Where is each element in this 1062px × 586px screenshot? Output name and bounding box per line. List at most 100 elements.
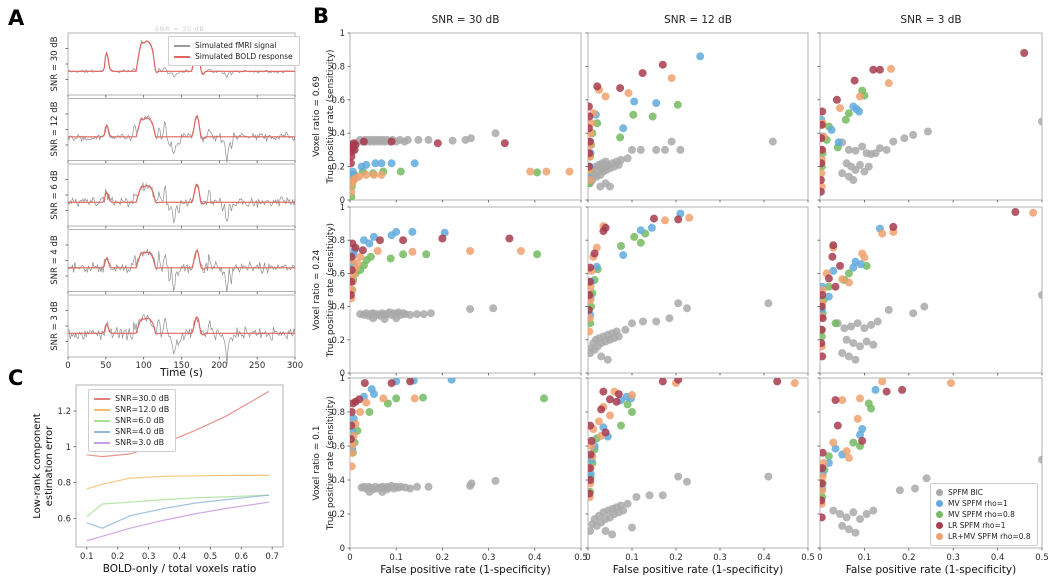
svg-text:0.5: 0.5 <box>801 553 815 563</box>
scatter-series-gray <box>588 299 773 364</box>
panel-a-row-label-snr3: SNR = 3 dB <box>50 301 60 351</box>
panel-c-yaxis-title-line2: estimation error <box>44 425 55 507</box>
panel-c-xaxis-title: BOLD-only / total voxels ratio <box>102 563 257 575</box>
snr12-line-swatch <box>94 408 110 411</box>
scatter-series-darkred <box>820 208 1020 361</box>
legend-item: SNR=6.0 dB <box>94 415 169 426</box>
scatter-series-green <box>350 250 542 294</box>
lr-spfm-rho1-dot-swatch <box>936 522 943 529</box>
scatter-series-gray <box>829 455 1042 537</box>
panel-b-legend: SPFM BIC MV SPFM rho=1 MV SPFM rho=0.8 L… <box>930 483 1038 546</box>
scatter-series-gray <box>357 476 500 496</box>
svg-text:0.2: 0.2 <box>669 553 683 563</box>
svg-text:250: 250 <box>249 361 265 371</box>
c-line-snr-6-0-db <box>86 494 270 518</box>
svg-text:0.6: 0.6 <box>235 552 249 562</box>
svg-text:0: 0 <box>817 553 822 563</box>
panel-a-row-4: 0 50 100 150 200 250 300 <box>65 294 303 371</box>
scatter-panel-r2c1: 0 0.1 0.2 0.3 0.4 0.5 <box>585 377 815 563</box>
svg-text:0.2: 0.2 <box>902 553 916 563</box>
legend-item: SNR=3.0 dB <box>94 437 169 448</box>
svg-text:100: 100 <box>136 361 152 371</box>
svg-text:0: 0 <box>347 553 352 563</box>
scatter-points <box>820 49 1042 196</box>
svg-text:50: 50 <box>100 361 111 371</box>
panel-a-row-label-snr4: SNR = 4 dB <box>50 235 60 285</box>
svg-text:0.4: 0.4 <box>528 553 542 563</box>
svg-text:0.2: 0.2 <box>331 336 345 346</box>
fmri-signal-trace <box>67 314 296 365</box>
svg-text:1: 1 <box>340 374 345 384</box>
panel-b-xaxis-title-col1: False positive rate (1-specificity) <box>380 564 551 576</box>
scatter-series-darkred <box>350 137 509 168</box>
svg-text:0.8: 0.8 <box>331 408 345 418</box>
fmri-signal-trace <box>67 248 296 293</box>
snr30-line-swatch <box>94 397 110 400</box>
svg-text:0.1: 0.1 <box>389 553 403 563</box>
svg-text:0.6: 0.6 <box>331 96 345 106</box>
bold-response-trace <box>68 115 295 140</box>
bold-response-line-swatch <box>174 55 190 58</box>
scatter-panel-r1c1 <box>585 206 809 376</box>
svg-text:0.8: 0.8 <box>331 62 345 72</box>
scatter-points <box>820 208 1042 364</box>
legend-label: SNR=3.0 dB <box>115 438 165 447</box>
scatter-series-darkred <box>588 378 782 498</box>
svg-text:0.4: 0.4 <box>991 553 1005 563</box>
scatter-series-orange <box>350 394 419 471</box>
scatter-panel-r1c0: 0 0.2 0.4 0.6 0.8 1 <box>331 203 582 379</box>
panel-b-col-title-snr30: SNR = 30 dB <box>431 14 500 26</box>
mv-spfm-rho08-dot-swatch <box>936 511 943 518</box>
svg-text:0: 0 <box>340 369 345 379</box>
scatter-panel-r0c0: 0 0.2 0.4 0.6 0.8 1 <box>331 29 582 206</box>
svg-text:0.3: 0.3 <box>482 553 496 563</box>
svg-text:0: 0 <box>65 361 70 371</box>
mv-spfm-rho1-dot-swatch <box>936 500 943 507</box>
scatter-points <box>588 378 799 539</box>
panel-b-xaxis-title-col2: False positive rate (1-specificity) <box>612 564 784 576</box>
panel-b-letter: B <box>313 4 330 28</box>
legend-item: LR SPFM rho=1 <box>936 520 1031 531</box>
bold-response-trace <box>68 316 295 336</box>
scatter-series-green <box>350 393 548 457</box>
panel-c-legend: SNR=30.0 dB SNR=12.0 dB SNR=6.0 dB SNR=4… <box>88 389 177 452</box>
c-line-snr-3-0-db <box>86 501 270 542</box>
panel-a-legend: Simulated fMRI signal Simulated BOLD res… <box>168 36 300 66</box>
scatter-series-gray <box>588 137 777 191</box>
svg-text:0.3: 0.3 <box>142 552 156 562</box>
panel-b-row-title-vr01: Voxel ratio = 0.1 <box>312 425 322 501</box>
scatter-points <box>820 378 1042 537</box>
svg-text:0.5: 0.5 <box>204 552 218 562</box>
svg-text:0.3: 0.3 <box>713 553 727 563</box>
scatter-series-gray <box>588 472 773 539</box>
svg-text:0.2: 0.2 <box>331 163 345 173</box>
panel-a-xaxis-title: Time (s) <box>160 367 203 379</box>
svg-text:0.5: 0.5 <box>574 553 588 563</box>
panel-b-xaxis-title-col3: False positive rate (1-specificity) <box>845 564 1017 576</box>
svg-text:0.6: 0.6 <box>57 514 71 524</box>
svg-text:0.4: 0.4 <box>331 303 345 313</box>
svg-text:1.2: 1.2 <box>57 407 71 417</box>
scatter-panel-r1c2 <box>817 206 1043 376</box>
legend-label: SNR=4.0 dB <box>115 427 165 436</box>
scatter-series-green <box>820 399 876 501</box>
svg-text:0.6: 0.6 <box>331 269 345 279</box>
legend-label: SNR=6.0 dB <box>115 416 165 425</box>
fmri-signal-line-swatch <box>174 44 190 47</box>
legend-item: Simulated fMRI signal <box>174 40 293 51</box>
legend-item: MV SPFM rho=1 <box>936 498 1031 509</box>
legend-label: Simulated BOLD response <box>195 52 293 61</box>
scatter-series-blue <box>350 159 419 179</box>
panel-b-col-title-snr12: SNR = 12 dB <box>664 14 732 26</box>
svg-text:0: 0 <box>340 196 345 206</box>
svg-text:300: 300 <box>287 361 303 371</box>
legend-label: Simulated fMRI signal <box>195 41 277 50</box>
panel-b-row-title-vr024: Voxel ratio = 0.24 <box>312 249 322 331</box>
svg-text:0.1: 0.1 <box>80 552 94 562</box>
panel-b-row-title-vr069: Voxel ratio = 0.69 <box>312 76 322 157</box>
lrmv-spfm-rho08-dot-swatch <box>936 533 943 540</box>
svg-text:200: 200 <box>211 361 227 371</box>
svg-text:0.3: 0.3 <box>946 553 960 563</box>
svg-text:0.5: 0.5 <box>1035 553 1049 563</box>
bold-response-trace <box>68 183 295 205</box>
